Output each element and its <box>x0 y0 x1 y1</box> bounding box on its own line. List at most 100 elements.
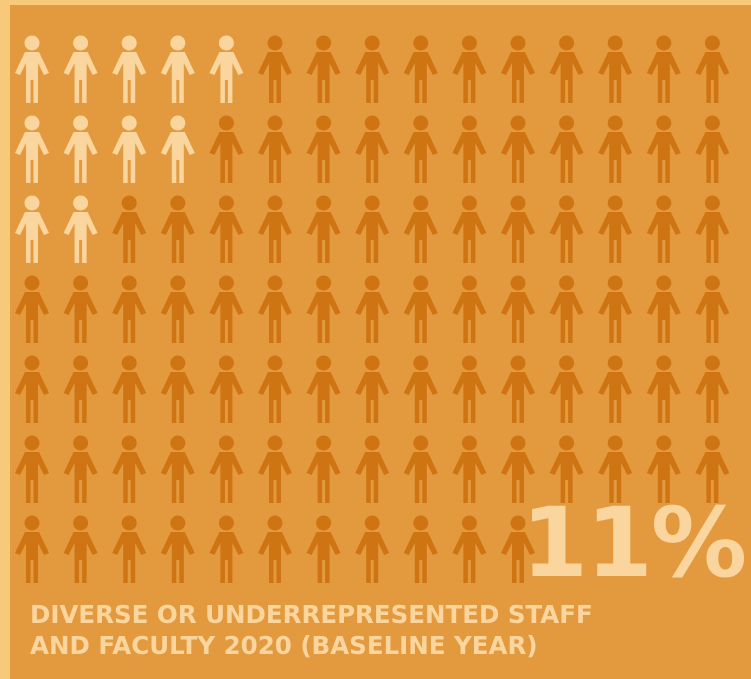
person-icon <box>549 35 584 103</box>
person-icon <box>258 115 292 183</box>
person-icon <box>403 435 438 503</box>
person-icon <box>258 355 292 423</box>
person-icon <box>598 435 633 503</box>
person-icon <box>209 515 244 583</box>
person-icon-highlighted <box>112 115 147 183</box>
person-icon <box>549 355 584 423</box>
person-icon <box>209 435 244 503</box>
person-icon <box>695 355 730 423</box>
person-icon <box>209 355 244 423</box>
person-icon <box>258 35 292 103</box>
person-icon <box>549 195 584 263</box>
person-icon <box>403 275 438 343</box>
person-icon <box>112 195 147 263</box>
person-icon <box>403 115 438 183</box>
person-icon <box>646 275 681 343</box>
person-icon <box>403 515 438 583</box>
person-icon <box>160 275 195 343</box>
caption-line-2: AND FACULTY 2020 (BASELINE YEAR) <box>30 631 538 660</box>
person-icon <box>355 515 390 583</box>
person-icon <box>258 195 292 263</box>
person-icon <box>209 275 244 343</box>
person-icon <box>452 275 487 343</box>
person-icon <box>452 515 487 583</box>
person-icon <box>501 195 535 263</box>
person-icon <box>160 355 195 423</box>
person-icon <box>646 35 681 103</box>
person-icon <box>63 355 98 423</box>
person-icon <box>306 435 341 503</box>
person-icon <box>646 355 681 423</box>
person-icon <box>112 515 147 583</box>
person-icon <box>452 35 487 103</box>
person-icon <box>306 195 341 263</box>
person-icon <box>15 435 49 503</box>
infographic-card: 11% DIVERSE OR UNDERREPRESENTED STAFF AN… <box>10 5 751 679</box>
person-icon <box>598 275 633 343</box>
person-icon <box>452 435 487 503</box>
person-icon-highlighted <box>160 35 195 103</box>
person-icon <box>646 435 681 503</box>
person-icon <box>549 275 584 343</box>
person-icon <box>403 35 438 103</box>
person-icon-highlighted <box>63 35 98 103</box>
person-icon <box>695 435 730 503</box>
person-icon <box>501 515 535 583</box>
person-icon <box>209 115 244 183</box>
person-icon <box>355 275 390 343</box>
person-icon <box>258 435 292 503</box>
person-icon <box>112 275 147 343</box>
person-icon <box>549 115 584 183</box>
person-icon <box>598 35 633 103</box>
person-icon <box>15 275 49 343</box>
person-icon <box>355 355 390 423</box>
person-icon <box>598 115 633 183</box>
person-icon-highlighted <box>15 115 49 183</box>
person-icon-highlighted <box>63 195 98 263</box>
person-icon <box>598 195 633 263</box>
person-icon <box>160 435 195 503</box>
person-icon <box>452 355 487 423</box>
person-icon-highlighted <box>15 35 49 103</box>
person-icon <box>63 435 98 503</box>
caption-line-1: DIVERSE OR UNDERREPRESENTED STAFF <box>30 600 593 629</box>
person-icon <box>306 35 341 103</box>
person-icon <box>355 195 390 263</box>
person-icon <box>355 435 390 503</box>
person-icon <box>306 275 341 343</box>
person-icon <box>403 195 438 263</box>
person-icon <box>258 275 292 343</box>
person-icon <box>160 515 195 583</box>
person-icon <box>646 195 681 263</box>
person-icon <box>355 115 390 183</box>
person-icon-highlighted <box>209 35 244 103</box>
person-icon <box>306 515 341 583</box>
pictogram-chart <box>15 35 730 583</box>
person-icon <box>452 195 487 263</box>
person-icon <box>355 35 390 103</box>
person-icon <box>501 355 535 423</box>
headline-percentage: 11% <box>521 487 747 599</box>
person-icon-highlighted <box>112 35 147 103</box>
person-icon <box>63 275 98 343</box>
person-icon <box>695 115 730 183</box>
person-icon <box>501 35 535 103</box>
person-icon-highlighted <box>160 115 195 183</box>
caption: DIVERSE OR UNDERREPRESENTED STAFF AND FA… <box>30 599 751 661</box>
person-icon <box>501 115 535 183</box>
person-icon <box>15 515 49 583</box>
person-icon <box>403 355 438 423</box>
person-icon <box>63 515 98 583</box>
person-icon <box>695 35 730 103</box>
person-icon <box>501 275 535 343</box>
person-icon-highlighted <box>63 115 98 183</box>
person-icon <box>695 195 730 263</box>
person-icon <box>209 195 244 263</box>
person-icon <box>258 515 292 583</box>
person-icon <box>112 355 147 423</box>
person-icon <box>598 355 633 423</box>
person-icon <box>695 275 730 343</box>
person-icon <box>549 435 584 503</box>
person-icon <box>112 435 147 503</box>
person-icon <box>306 115 341 183</box>
